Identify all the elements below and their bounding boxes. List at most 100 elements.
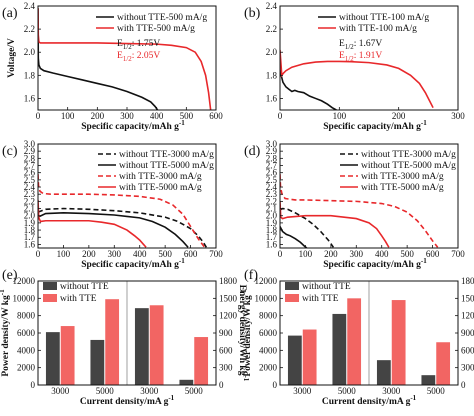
y-tick-label: 3.0 [24, 139, 36, 149]
panel-label: (c) [2, 144, 18, 159]
category-label: 5000 [427, 386, 446, 396]
y-tick-label: 2.0 [24, 211, 36, 221]
legend-entry-2: with TTE-3000 mA/g [119, 172, 202, 182]
x-tick-label: 600 [184, 249, 198, 259]
x-axis-label-sup: -1 [179, 119, 185, 127]
y-tick-label: 0 [31, 380, 36, 390]
y2-tick-label: 1800 [219, 276, 238, 286]
e-half-annotation-0: E1/2: 1.67V [339, 39, 382, 51]
annotation-subscript: 1/2 [345, 55, 354, 63]
bar-with-tte [60, 326, 75, 385]
y-tick-label: 2.4 [24, 182, 36, 192]
bar-with-tte [347, 298, 362, 385]
x-tick-label: 0 [278, 111, 283, 121]
y-tick-label: 1.8 [24, 225, 36, 235]
chart-panel-4: 3000 5000 3000 5000020004000600080001000012… [0, 268, 250, 407]
bar-with-tte [105, 299, 120, 385]
series-line-2-1 [38, 212, 189, 248]
x-tick-label: 0 [36, 249, 41, 259]
annotation-value: : 1.75V [132, 39, 161, 49]
bar-without-tte [287, 335, 302, 385]
y2-axis-label-sup: -1 [242, 375, 250, 381]
y-tick-label: 2.6 [24, 168, 36, 178]
annotation-subscript: 1/2 [123, 55, 132, 63]
y-tick-label: 8000 [17, 311, 36, 321]
bar-without-tte [179, 379, 194, 385]
bar-without-tte [376, 360, 391, 385]
x-axis-label: Current density/mA g-1 [80, 394, 175, 407]
legend-swatch-1 [285, 294, 299, 302]
category-label: 5000 [96, 386, 115, 396]
panel-label: (f) [244, 268, 258, 283]
y2-tick-label: 300 [461, 363, 474, 373]
bar-with-tte [436, 342, 451, 385]
x-tick-label: 0 [278, 249, 283, 259]
y2-tick-label: 900 [219, 328, 233, 338]
y-tick-label: 2.0 [24, 47, 36, 57]
panel-label: (e) [2, 268, 18, 283]
bar-with-tte [302, 329, 317, 385]
bar-with-tte [194, 337, 209, 385]
x-axis-label: Specific capacity/mAh g-1 [81, 257, 185, 270]
y-tick-label: 2.8 [266, 153, 278, 163]
y-tick-label: 2.1 [266, 204, 277, 214]
panel-label: (b) [244, 6, 261, 21]
series-line-0-0 [38, 8, 159, 110]
annotation-value: : 2.05V [132, 51, 161, 61]
x-tick-label: 200 [392, 111, 406, 121]
annotation-symbol: E [339, 39, 345, 49]
x-axis-label-main: Specific capacity/mAh g [81, 260, 179, 270]
legend-entry-1: with TTE [60, 294, 97, 304]
category-label: 3000 [140, 386, 159, 396]
x-tick-label: 100 [61, 111, 75, 121]
y2-tick-label: 1500 [219, 293, 238, 303]
series-line-1-0 [280, 69, 337, 110]
legend-entry-1: with TTE [302, 294, 339, 304]
chart-panel-3: 0 100 200 300 400 500 600 700 1.61.71.81.92.02.1… [244, 139, 465, 270]
y-tick-label: 1.6 [266, 93, 278, 103]
y-tick-label: 2.2 [24, 196, 35, 206]
series-line-2-2 [38, 174, 206, 248]
y-axis-label-sup: -1 [0, 289, 6, 295]
y2-tick-label: 1500 [461, 293, 474, 303]
series-line-0-1 [38, 8, 212, 110]
x-axis-label-sup: -1 [179, 257, 185, 265]
x-tick-label: 200 [82, 249, 96, 259]
y2-tick-label: 1800 [461, 276, 474, 286]
y-tick-label: 2.9 [24, 146, 36, 156]
annotation-symbol: E [339, 51, 345, 61]
x-tick-label: 500 [180, 111, 194, 121]
y-tick-label: 8000 [259, 311, 278, 321]
y-tick-label: 4000 [17, 345, 36, 355]
y-tick-label: 1.8 [266, 225, 278, 235]
chart-panel-5: 3000 5000 3000 5000020004000600080001000012… [240, 268, 474, 407]
y-tick-label: 2.2 [266, 196, 277, 206]
x-tick-label: 300 [120, 111, 134, 121]
chart-panel-1: 0 100 200 300 1.6 1.8 2.0 2.2 2.4 Specific capaci… [244, 1, 465, 132]
y-tick-label: 1.8 [266, 70, 278, 80]
y2-tick-label: 1200 [219, 311, 238, 321]
axes-frame [279, 143, 459, 249]
axes-frame [279, 5, 459, 111]
y-axis-label: Voltage/V [7, 38, 17, 78]
e-half-annotation-1: E1/2: 1.91V [339, 51, 382, 63]
y-tick-label: 2.8 [24, 153, 36, 163]
y-tick-label: 2000 [17, 363, 36, 373]
series-line-2-0 [38, 207, 208, 248]
series-line-1-1 [280, 49, 434, 109]
category-label: 3000 [51, 386, 70, 396]
legend-entry-1: without TTE-5000 mA/g [361, 161, 456, 171]
x-tick-label: 600 [426, 249, 440, 259]
y-tick-label: 2.6 [266, 168, 278, 178]
bar-without-tte [90, 339, 105, 385]
x-tick-label: 0 [36, 111, 41, 121]
x-tick-label: 700 [451, 249, 465, 259]
legend-entry-0: without TTE-3000 mA/g [119, 150, 214, 160]
y-tick-label: 1.9 [24, 218, 36, 228]
legend-swatch-0 [285, 282, 299, 290]
x-axis-label-main: Specific capacity/mAh g [323, 122, 421, 132]
y-tick-label: 1.7 [24, 232, 36, 242]
y-tick-label: 12000 [255, 276, 278, 286]
y-tick-label: 2.0 [266, 47, 278, 57]
